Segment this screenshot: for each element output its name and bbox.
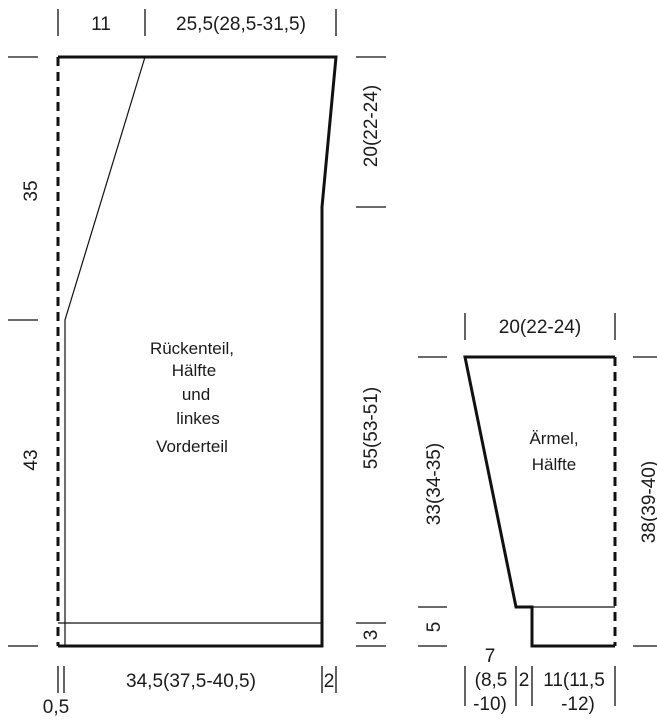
sleeve-piece: Ärmel, Hälfte	[463, 355, 617, 648]
body-left-dimension: 35 43	[8, 56, 42, 647]
dim-armhole-depth: 20(22-24)	[361, 85, 382, 167]
dim-sleeve-total-length: 38(39-40)	[639, 461, 657, 543]
dim-cuff-height: 5	[424, 622, 445, 633]
body-piece: Rückenteil, Hälfte und linkes Vorderteil	[56, 55, 338, 648]
dim-side-edge: 2	[324, 671, 335, 692]
sleeve-outline	[463, 355, 615, 648]
sleeve-label-line-2: Hälfte	[532, 455, 576, 474]
dim-sleeve-bottom-c: 2	[519, 670, 530, 691]
sleeve-right-dimension: 38(39-40)	[633, 356, 657, 647]
sleeve-label-line-1: Ärmel,	[529, 429, 578, 448]
sleeve-left-dimension: 33(34-35) 5	[418, 356, 447, 647]
dim-neck-depth: 35	[21, 180, 42, 201]
dim-sleeve-bottom-d-line-2: -12)	[561, 694, 595, 715]
dim-sleeve-bottom-a: 7	[485, 646, 496, 667]
dim-border-height: 3	[361, 630, 382, 641]
body-right-dimension: 20(22-24) 55(53-51) 3	[356, 56, 386, 647]
dim-sleeve-bottom-d-line-1: 11(11,5	[543, 670, 605, 691]
body-piece-outline	[58, 55, 338, 648]
body-piece-label-line-3: und	[182, 385, 210, 404]
dim-sleeve-top-width: 20(22-24)	[499, 317, 581, 338]
body-piece-label-line-1: Rückenteil,	[150, 339, 234, 358]
sleeve-top-dimension: 20(22-24)	[464, 313, 616, 340]
body-bottom-dimension: 34,5(37,5-40,5) 2 0,5	[43, 666, 337, 718]
dim-lower-body-height: 43	[21, 449, 42, 470]
dim-sleeve-bottom-b-line-1: (8,5	[475, 670, 508, 691]
body-piece-label-line-4: linkes	[176, 409, 219, 428]
sleeve-bottom-dimension: 7 (8,5 -10) 2 11(11,5 -12)	[464, 646, 616, 715]
dim-body-width: 34,5(37,5-40,5)	[126, 671, 256, 692]
body-piece-neckline	[64, 56, 146, 646]
body-top-dimension: 11 25,5(28,5-31,5)	[57, 9, 337, 36]
dim-sleeve-length: 33(34-35)	[424, 443, 445, 525]
dim-side-length: 55(53-51)	[361, 387, 382, 469]
body-piece-label-line-2: Hälfte	[172, 361, 216, 380]
dim-front-edge: 0,5	[43, 697, 69, 718]
dim-sleeve-bottom-b-line-2: -10)	[473, 694, 507, 715]
body-piece-label-line-5: Vorderteil	[156, 437, 228, 456]
dim-shoulder-width: 25,5(28,5-31,5)	[176, 14, 306, 35]
dim-neck-width: 11	[91, 14, 111, 35]
